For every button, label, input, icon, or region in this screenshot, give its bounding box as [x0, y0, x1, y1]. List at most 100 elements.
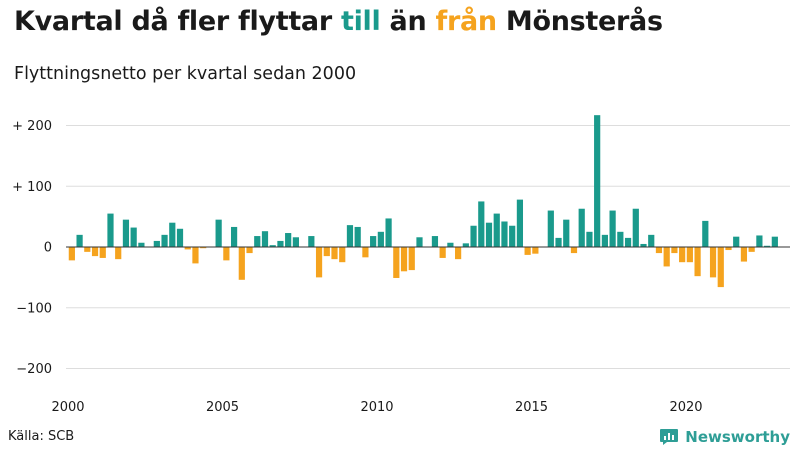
bar — [493, 213, 500, 247]
bar — [130, 227, 137, 247]
bar — [416, 237, 423, 247]
bar — [733, 236, 740, 247]
bar — [563, 219, 570, 247]
bar — [285, 233, 292, 247]
bar — [594, 115, 601, 247]
bar — [640, 243, 647, 247]
bar — [725, 247, 732, 251]
bar — [709, 247, 717, 278]
bar — [555, 237, 562, 247]
y-tick-label: 0 — [44, 241, 52, 256]
title-fran: från — [435, 6, 498, 37]
source-label: Källa: SCB — [8, 429, 75, 444]
bar — [771, 236, 778, 247]
bar — [447, 242, 454, 247]
title-part2: Mönsterås — [496, 6, 663, 37]
bar — [176, 228, 184, 248]
bar — [632, 208, 639, 247]
bar — [115, 247, 122, 260]
bar — [578, 208, 585, 247]
bar — [393, 247, 400, 278]
bar — [408, 247, 415, 271]
bar — [385, 218, 392, 247]
title-part1: Kvartal då fler flyttar — [14, 6, 341, 37]
bar — [586, 231, 593, 247]
bar — [609, 210, 616, 247]
bar — [400, 247, 408, 272]
bar — [76, 234, 83, 247]
x-tick-label: 2015 — [515, 400, 548, 415]
bar — [524, 247, 531, 255]
bar — [354, 226, 361, 247]
brand-label: Newsworthy — [685, 428, 790, 446]
bar — [462, 243, 469, 247]
bar — [200, 247, 207, 249]
newsworthy-logo: Newsworthy — [659, 428, 790, 446]
bar — [246, 247, 253, 254]
bar — [122, 219, 130, 247]
y-tick-label: −100 — [16, 301, 52, 316]
y-tick-label: + 200 — [12, 119, 52, 134]
bar — [238, 247, 245, 280]
x-tick-label: 2010 — [360, 400, 393, 415]
bar — [230, 226, 238, 247]
bar — [323, 247, 330, 257]
y-tick-label: + 100 — [12, 180, 52, 195]
chart-title: Kvartal då fler flyttar till än från Mön… — [14, 6, 663, 37]
bar — [362, 247, 369, 258]
bar — [339, 247, 346, 263]
title-mid: än — [380, 6, 436, 37]
bar — [377, 231, 384, 247]
bar — [547, 210, 554, 247]
bar — [624, 237, 632, 247]
bar — [254, 236, 261, 247]
bar — [601, 234, 608, 247]
bar — [192, 247, 199, 264]
bar — [315, 247, 323, 278]
bar — [663, 247, 670, 267]
bar — [740, 247, 748, 262]
bar — [269, 245, 276, 247]
x-tick-label: 2020 — [669, 400, 702, 415]
bar — [153, 240, 160, 248]
bar — [501, 221, 508, 248]
bar — [346, 225, 354, 247]
x-tick-label: 2005 — [206, 400, 239, 415]
bar — [509, 225, 516, 247]
bar — [99, 247, 106, 258]
bar — [532, 247, 539, 254]
bar — [764, 245, 771, 247]
bar — [686, 247, 693, 263]
bar — [138, 242, 145, 247]
bar — [331, 247, 338, 260]
y-tick-label: −200 — [16, 362, 52, 377]
bar — [261, 231, 269, 247]
bar — [277, 240, 284, 248]
bar — [292, 237, 299, 247]
bar — [648, 234, 655, 247]
newsworthy-icon — [660, 429, 679, 445]
bar — [439, 247, 446, 258]
bar — [570, 247, 578, 254]
bar — [702, 220, 709, 247]
bar — [655, 247, 663, 254]
bar — [455, 247, 462, 260]
bar — [671, 247, 678, 254]
bar — [756, 235, 763, 247]
bar — [370, 236, 377, 247]
title-till: till — [340, 6, 381, 37]
bar — [107, 213, 114, 247]
bar — [431, 236, 439, 247]
bar — [485, 222, 493, 247]
bar — [68, 247, 75, 261]
bar — [84, 247, 91, 252]
bar — [161, 234, 168, 247]
bar — [679, 247, 686, 263]
bar — [478, 201, 485, 247]
bar — [470, 225, 477, 247]
bar — [748, 247, 755, 252]
bar — [516, 199, 524, 248]
bar — [184, 247, 191, 250]
bar — [223, 247, 230, 261]
